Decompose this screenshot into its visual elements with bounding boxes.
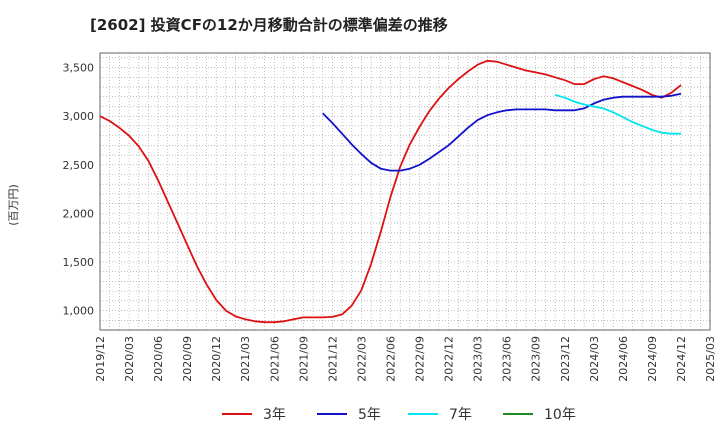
x-tick-label: 2024/03	[588, 336, 601, 382]
legend-label: 5年	[358, 407, 381, 423]
x-tick-label: 2021/09	[297, 336, 310, 382]
x-tick-label: 2020/06	[152, 336, 165, 382]
x-tick-label: 2021/03	[239, 336, 252, 382]
x-tick-label: 2024/09	[646, 336, 659, 382]
y-tick-label: 1,500	[63, 256, 95, 269]
legend-label: 10年	[544, 407, 576, 423]
x-tick-label: 2021/12	[326, 336, 339, 382]
x-tick-label: 2022/03	[355, 336, 368, 382]
series-line	[322, 92, 682, 172]
y-tick-label: 2,500	[63, 159, 95, 172]
plot-frame	[99, 52, 711, 331]
x-tick-label: 2022/06	[384, 336, 397, 382]
y-tick-label: 2,000	[63, 207, 95, 220]
x-axis-ticks: 2019/12 2020/03 2020/06 2020/09 2020/12 2021/…	[94, 336, 717, 382]
y-tick-label: 3,500	[63, 62, 95, 75]
y-axis-label: (百万円)	[7, 184, 20, 226]
legend-label: 7年	[449, 407, 472, 423]
y-tick-label: 3,000	[63, 110, 95, 123]
x-tick-label: 2020/12	[210, 336, 223, 382]
x-tick-label: 2024/06	[617, 336, 630, 382]
gridlines	[99, 53, 711, 330]
legend-label: 3年	[263, 407, 286, 423]
x-tick-label: 2020/09	[181, 336, 194, 382]
x-tick-label: 2025/03	[704, 336, 717, 382]
x-tick-label: 2023/06	[501, 336, 514, 382]
y-axis-ticks: 1,000 1,500 2,000 2,500 3,000 3,500	[63, 62, 95, 318]
series-line	[99, 59, 682, 324]
x-tick-label: 2021/06	[268, 336, 281, 382]
x-tick-label: 2022/12	[443, 336, 456, 382]
x-tick-label: 2020/03	[123, 336, 136, 382]
chart-title: [2602] 投資CFの12か月移動合計の標準偏差の推移	[90, 16, 448, 34]
x-tick-label: 2023/09	[530, 336, 543, 382]
x-tick-label: 2019/12	[94, 336, 107, 382]
x-tick-label: 2022/09	[414, 336, 427, 382]
series-line	[554, 93, 681, 135]
y-tick-label: 1,000	[63, 305, 95, 318]
x-tick-label: 2023/12	[559, 336, 572, 382]
x-tick-label: 2024/12	[675, 336, 688, 382]
legend: 3年 5年 7年 10年	[222, 407, 576, 423]
series-lines	[99, 59, 682, 324]
x-tick-label: 2023/03	[472, 336, 485, 382]
